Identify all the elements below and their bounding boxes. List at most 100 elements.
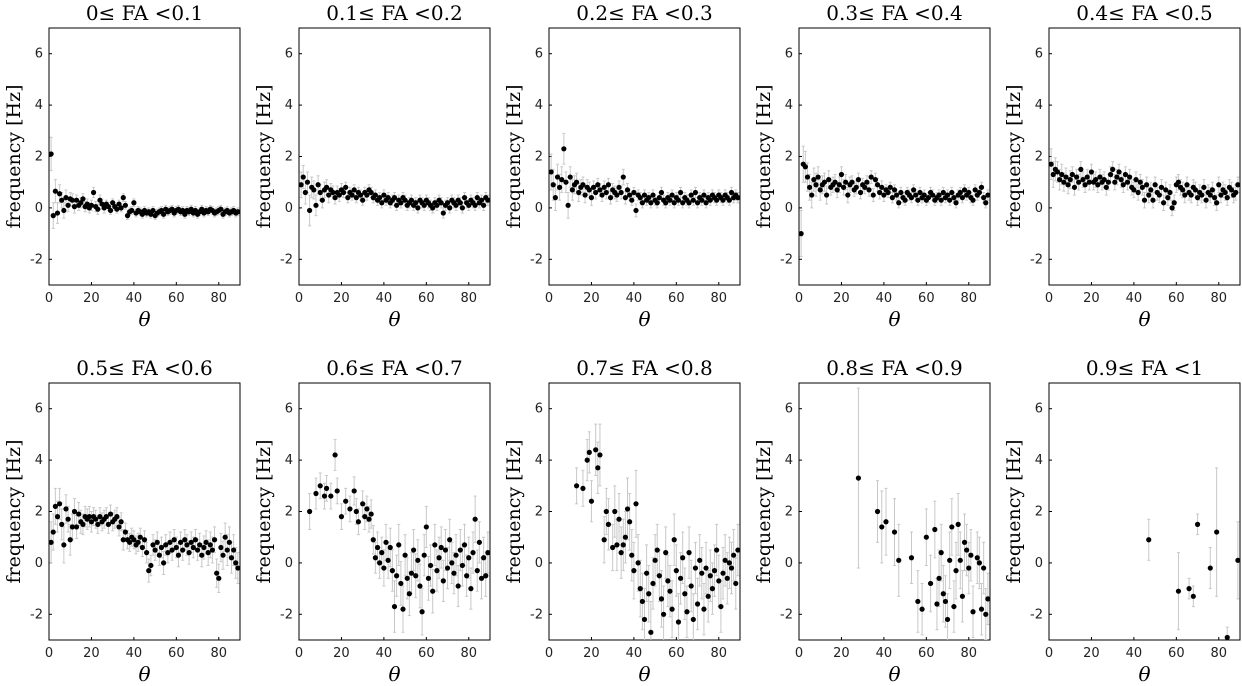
data-point	[667, 197, 673, 203]
data-point	[1080, 177, 1086, 183]
data-point	[565, 202, 571, 208]
data-point	[453, 552, 459, 558]
data-point	[387, 544, 393, 551]
data-point	[826, 177, 832, 183]
data-point	[421, 202, 427, 208]
data-point	[616, 184, 622, 190]
data-point	[944, 192, 951, 198]
data-point	[877, 189, 883, 196]
data-point	[637, 586, 643, 592]
data-point	[57, 501, 63, 507]
data-point	[95, 206, 101, 212]
data-point	[148, 211, 154, 217]
data-point	[669, 192, 675, 198]
data-point	[304, 179, 311, 185]
subplot-title: 0.4≤ FA <0.5	[1076, 1, 1212, 25]
y-axis-label: frequency [Hz]	[3, 439, 25, 583]
data-point	[442, 547, 449, 553]
data-point	[436, 555, 442, 561]
data-point	[697, 557, 703, 563]
data-point	[970, 197, 976, 203]
data-point	[1161, 200, 1167, 206]
data-point	[964, 547, 970, 553]
data-point	[158, 207, 165, 214]
data-point	[80, 196, 86, 202]
data-point	[1097, 174, 1103, 180]
data-point	[588, 498, 595, 504]
data-point	[637, 195, 643, 201]
y-tick-label: 2	[35, 150, 43, 165]
axes-box	[798, 27, 991, 286]
data-point	[639, 200, 645, 206]
data-series	[1146, 467, 1240, 640]
data-point	[1057, 177, 1063, 183]
data-point	[976, 560, 982, 566]
y-tick-label: -2	[530, 607, 543, 622]
data-point	[978, 606, 985, 612]
data-point	[879, 524, 885, 530]
data-point	[894, 192, 900, 198]
data-point	[163, 542, 169, 548]
y-tick-label: 6	[535, 47, 543, 62]
data-point	[957, 557, 963, 563]
data-point	[799, 231, 804, 237]
data-point	[1180, 187, 1186, 193]
data-point	[896, 200, 902, 206]
x-tick-label: 0	[545, 291, 553, 306]
data-point	[1069, 171, 1075, 178]
data-point	[389, 568, 395, 574]
data-point	[1175, 179, 1182, 185]
data-point	[459, 562, 466, 569]
data-point	[180, 207, 186, 214]
data-point	[714, 547, 720, 553]
data-point	[1190, 593, 1196, 599]
data-point	[686, 550, 692, 556]
y-tick-label: -2	[280, 607, 293, 622]
data-point	[220, 552, 226, 558]
data-point	[622, 195, 629, 201]
data-point	[726, 197, 732, 203]
data-point	[425, 575, 432, 581]
data-point	[1184, 182, 1190, 188]
subplot-title: 0.8≤ FA <0.9	[826, 356, 962, 380]
data-point	[391, 195, 398, 201]
data-point	[406, 591, 412, 597]
data-point	[205, 550, 211, 556]
data-point	[1059, 171, 1065, 178]
data-point	[374, 544, 381, 551]
y-tick-label: -2	[30, 252, 43, 267]
data-point	[834, 187, 840, 193]
data-point	[1067, 177, 1073, 183]
data-point	[981, 565, 987, 571]
data-point	[624, 187, 631, 193]
data-point	[629, 552, 635, 558]
x-tick-label: 0	[795, 291, 803, 306]
data-point	[233, 560, 239, 566]
data-point	[1148, 187, 1154, 193]
data-point	[107, 207, 114, 214]
data-point	[675, 619, 682, 625]
data-point	[675, 197, 682, 203]
data-point	[690, 197, 696, 203]
data-point	[862, 184, 868, 190]
data-point	[330, 189, 336, 196]
data-point	[1050, 171, 1056, 178]
data-point	[360, 197, 366, 203]
y-tick-label: 6	[535, 402, 543, 417]
data-point	[353, 508, 359, 515]
data-point	[307, 508, 313, 515]
x-axis-label: θ	[638, 307, 650, 331]
data-point	[474, 195, 480, 201]
data-point	[464, 573, 470, 579]
data-point	[481, 202, 487, 208]
data-point	[724, 575, 730, 581]
data-point	[593, 447, 599, 453]
data-point	[654, 200, 660, 206]
data-series	[1049, 148, 1240, 217]
data-point	[868, 174, 874, 180]
y-tick-label: 0	[35, 201, 43, 216]
data-point	[400, 606, 406, 612]
data-series	[549, 132, 740, 219]
data-point	[444, 565, 451, 571]
y-tick-label: 2	[285, 505, 293, 520]
